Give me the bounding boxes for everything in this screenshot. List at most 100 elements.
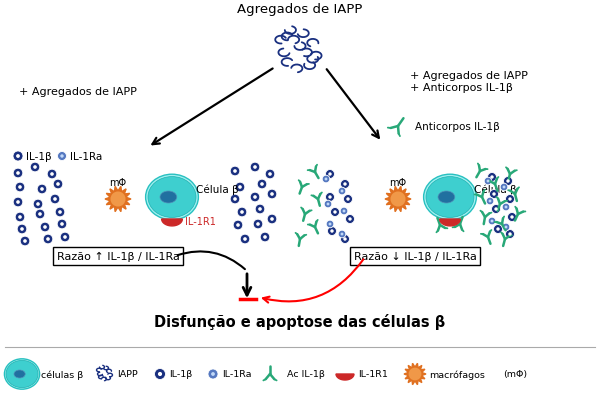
Circle shape <box>55 208 65 217</box>
Circle shape <box>243 238 247 241</box>
Circle shape <box>328 227 337 236</box>
Circle shape <box>338 188 346 196</box>
Circle shape <box>256 222 260 226</box>
Circle shape <box>46 238 50 241</box>
Circle shape <box>13 169 23 178</box>
Circle shape <box>488 200 491 203</box>
Circle shape <box>494 208 498 211</box>
Circle shape <box>263 236 267 239</box>
Text: + Agregados de IAPP
+ Anticorpos IL-1β: + Agregados de IAPP + Anticorpos IL-1β <box>410 71 528 92</box>
Circle shape <box>487 180 490 183</box>
Circle shape <box>348 218 352 221</box>
Circle shape <box>230 167 240 176</box>
Circle shape <box>270 218 274 221</box>
Circle shape <box>253 220 263 229</box>
Circle shape <box>16 201 20 204</box>
Polygon shape <box>161 220 182 226</box>
Circle shape <box>340 208 348 215</box>
Text: células β: células β <box>41 369 83 379</box>
Ellipse shape <box>4 359 40 389</box>
Circle shape <box>341 180 350 189</box>
Ellipse shape <box>146 175 199 220</box>
Circle shape <box>238 186 242 189</box>
Circle shape <box>343 210 346 213</box>
Circle shape <box>409 368 421 380</box>
Polygon shape <box>404 363 426 385</box>
Circle shape <box>236 224 240 227</box>
Text: (mΦ): (mΦ) <box>503 370 527 379</box>
Polygon shape <box>440 220 460 226</box>
Circle shape <box>20 228 24 231</box>
Circle shape <box>35 210 45 219</box>
Polygon shape <box>105 187 131 212</box>
Circle shape <box>326 193 335 202</box>
Circle shape <box>17 225 27 234</box>
Ellipse shape <box>148 177 196 218</box>
Ellipse shape <box>438 191 455 204</box>
Text: IL-1Ra: IL-1Ra <box>222 370 251 379</box>
Circle shape <box>40 222 50 232</box>
Text: IAPP: IAPP <box>117 370 138 379</box>
Circle shape <box>333 211 337 214</box>
Circle shape <box>18 186 22 189</box>
Text: IL-1Ra: IL-1Ra <box>70 152 102 162</box>
Circle shape <box>43 226 47 229</box>
Circle shape <box>40 188 44 191</box>
Circle shape <box>233 221 243 230</box>
Circle shape <box>503 177 512 186</box>
Circle shape <box>258 208 262 211</box>
Circle shape <box>60 155 64 158</box>
Circle shape <box>237 208 247 217</box>
Circle shape <box>503 186 505 189</box>
Circle shape <box>110 192 125 207</box>
Circle shape <box>267 215 277 224</box>
Circle shape <box>260 233 270 242</box>
Circle shape <box>58 152 67 161</box>
Circle shape <box>155 369 166 380</box>
Text: Razão ↑ IL-1β / IL-1Ra: Razão ↑ IL-1β / IL-1Ra <box>56 252 179 261</box>
Circle shape <box>53 198 57 201</box>
Circle shape <box>60 233 70 242</box>
Circle shape <box>57 220 67 229</box>
Text: Disfunção e apoptose das células β: Disfunção e apoptose das células β <box>154 313 446 329</box>
Circle shape <box>267 190 277 199</box>
Text: IL-1β: IL-1β <box>169 370 192 379</box>
Text: + Agregados de IAPP: + Agregados de IAPP <box>19 87 137 97</box>
Circle shape <box>240 211 244 214</box>
Text: Célula β: Célula β <box>474 184 517 195</box>
Circle shape <box>211 372 215 376</box>
FancyArrowPatch shape <box>178 252 245 270</box>
Circle shape <box>270 193 274 196</box>
Circle shape <box>47 170 57 180</box>
Circle shape <box>505 206 508 209</box>
Circle shape <box>13 152 23 162</box>
Circle shape <box>491 205 500 214</box>
Circle shape <box>265 170 275 180</box>
Circle shape <box>208 369 218 379</box>
Circle shape <box>58 211 62 214</box>
Circle shape <box>486 198 494 205</box>
Circle shape <box>343 238 347 241</box>
Ellipse shape <box>6 360 38 388</box>
Circle shape <box>506 230 515 239</box>
Circle shape <box>502 224 510 231</box>
Circle shape <box>502 204 510 211</box>
Circle shape <box>43 235 53 244</box>
Text: IL-1R1: IL-1R1 <box>358 370 388 379</box>
Text: macrófagos: macrófagos <box>429 369 485 379</box>
Circle shape <box>510 216 514 219</box>
FancyArrowPatch shape <box>263 260 364 303</box>
Circle shape <box>326 221 334 228</box>
Text: mΦ: mΦ <box>109 178 127 188</box>
Circle shape <box>240 235 250 244</box>
Circle shape <box>338 231 346 238</box>
Circle shape <box>328 173 332 176</box>
Polygon shape <box>385 187 411 212</box>
Circle shape <box>13 198 23 207</box>
Circle shape <box>484 178 492 185</box>
Circle shape <box>490 190 499 199</box>
Circle shape <box>60 222 64 226</box>
Text: IL-1R1: IL-1R1 <box>185 216 216 227</box>
Circle shape <box>326 170 335 179</box>
Circle shape <box>492 193 496 196</box>
